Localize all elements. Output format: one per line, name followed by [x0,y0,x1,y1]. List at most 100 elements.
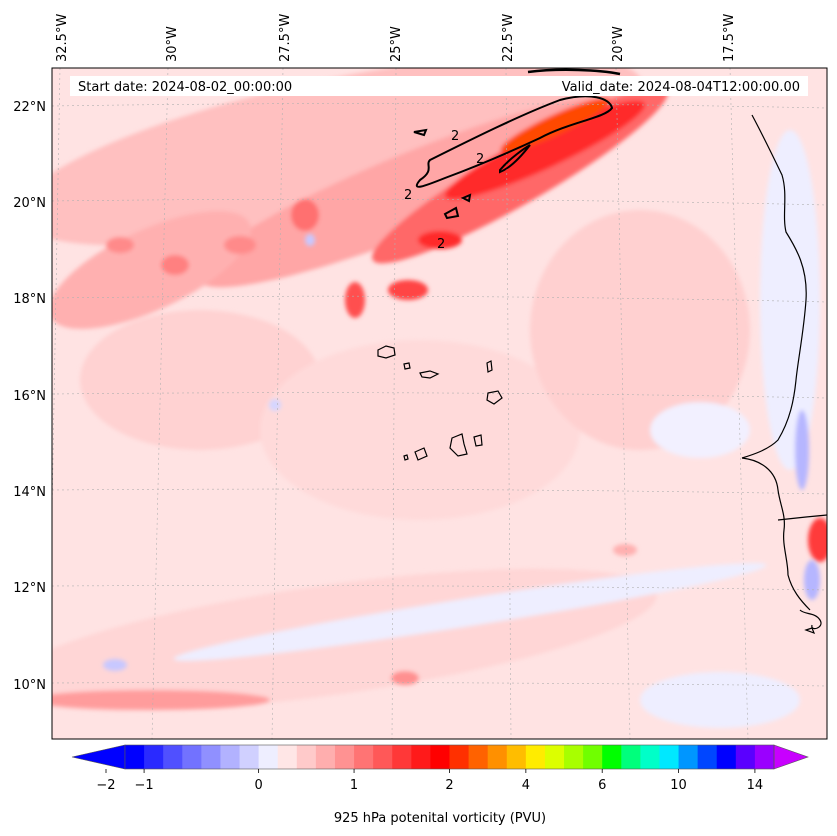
contour-2pvu-west [413,128,428,137]
lon-label: 20°W [611,26,626,62]
pv-south-lobe [613,544,637,556]
colorbar-cell [468,745,489,769]
lat-label: 10°N [13,678,46,693]
colorbar-tick-label: 14 [747,778,764,793]
colorbar-arrow-low [71,744,126,770]
colorbar-cell [334,745,355,769]
lat-label: 14°N [13,485,46,500]
west-africa-coastline [741,114,827,635]
colorbar-cell [697,745,718,769]
neg-zone-coast-north [760,130,820,470]
pv-spot-5 [106,237,134,253]
colorbar-cell [506,745,527,769]
colorbar-tick-label: 10 [670,778,687,793]
colorbar-cell [754,745,775,769]
pv-mid-east [530,210,750,450]
island-boa-vista [486,390,503,405]
neg-zone-east-blob [650,402,750,458]
contour-label: 2 [451,129,459,144]
neg-zone-coast-south [804,560,820,600]
colorbar-cell [430,745,450,769]
pv-spot-4 [161,255,189,275]
pv-mid-west [80,310,320,450]
pv-spot-6 [224,236,256,254]
map-panel[interactable]: 2 2 2 2 Start date: 2024-08-02_00:00:00 … [0,15,832,740]
contour-2pvu-north [527,68,621,76]
colorbar: −2 −1 0 1 2 4 6 10 14 925 hPa potenital vorticit… [71,744,809,826]
colorbar-cell [583,745,603,769]
meridian-22-5w [505,68,512,739]
colorbar-cell [201,745,221,769]
coastline-gambia [777,514,827,521]
island-santiago [449,433,468,457]
contour-2pvu-arm [499,144,531,174]
colorbar-cell [716,745,737,769]
colorbar-title: 925 hPa potenital vorticity (PVU) [334,811,546,826]
meridian-25w [391,68,397,739]
parallel-22n [52,103,827,109]
coastline-senegal [741,457,811,611]
colorbar-cell [144,745,164,769]
colorbar-cell [525,745,546,769]
neg-zone-mid [269,399,281,411]
contour-label: 2 [437,237,445,252]
pv-spot-3 [345,282,365,318]
parallel-18n [52,295,827,303]
colorbar-cell [163,745,183,769]
pv-spot-2 [388,280,428,300]
neg-zone-coast-blue [795,410,809,490]
graticule [52,68,827,739]
colorbar-cell [678,745,699,769]
lat-label: 16°N [13,389,46,404]
colorbar-cell [258,745,279,769]
meridian-17-5w [729,68,749,739]
colorbar-cell [659,745,680,769]
cape-verde-islands [377,345,503,461]
colorbar-cell [125,745,145,769]
pv-spot-1 [418,231,462,249]
colorbar-tick-label: 4 [522,778,530,793]
neg-zone-sw [103,659,127,671]
contour-2pvu-spot-2 [460,193,472,203]
colorbar-cell [564,745,584,769]
lon-label: 27.5°W [278,14,293,62]
colorbar-ticks: −2 −1 0 1 2 4 6 10 14 [96,769,763,793]
longitude-axis-labels: 32.5°W 30°W 27.5°W 25°W 22.5°W 20°W 17.5… [55,14,737,62]
coastline-guinea-bissau [799,609,822,630]
meridian-27-5w [271,68,284,739]
pv-south-spot [391,671,419,685]
colorbar-cell [315,745,336,769]
colorbar-tick-label: 0 [254,778,262,793]
colorbar-cell [392,745,412,769]
colorbar-tick-label: −1 [135,778,154,793]
colorbar-arrow-high [773,744,809,770]
lat-label: 20°N [13,196,46,211]
lon-label: 22.5°W [501,14,516,62]
colorbar-cell [411,745,431,769]
lat-label: 18°N [13,292,46,307]
contour-2pvu-main [415,95,614,188]
colorbar-tick-label: 1 [350,778,358,793]
pv-band-north [52,68,644,246]
colorbar-cell [373,745,393,769]
meridian-20w [615,68,631,739]
colorbar-cell [544,745,565,769]
colorbar-cell [735,745,756,769]
island-fogo [414,447,428,461]
coastline-bissagos [804,627,816,635]
parallel-10n [52,682,827,687]
colorbar-cell [354,745,374,769]
lat-label: 22°N [13,100,46,115]
neg-zone-southeast [640,672,800,728]
island-santo-antao [377,345,396,359]
parallel-16n [52,392,827,399]
valid-date-label: Valid_date: 2024-08-04T12:00:00.00 [562,80,800,95]
island-sal [486,360,493,373]
parallel-14n [52,488,827,495]
lon-label: 30°W [165,26,180,62]
coastline-mauritania [741,114,807,459]
meridian-32-5w [52,68,61,533]
pv-mid-center [260,340,580,520]
lon-label: 32.5°W [55,14,70,62]
